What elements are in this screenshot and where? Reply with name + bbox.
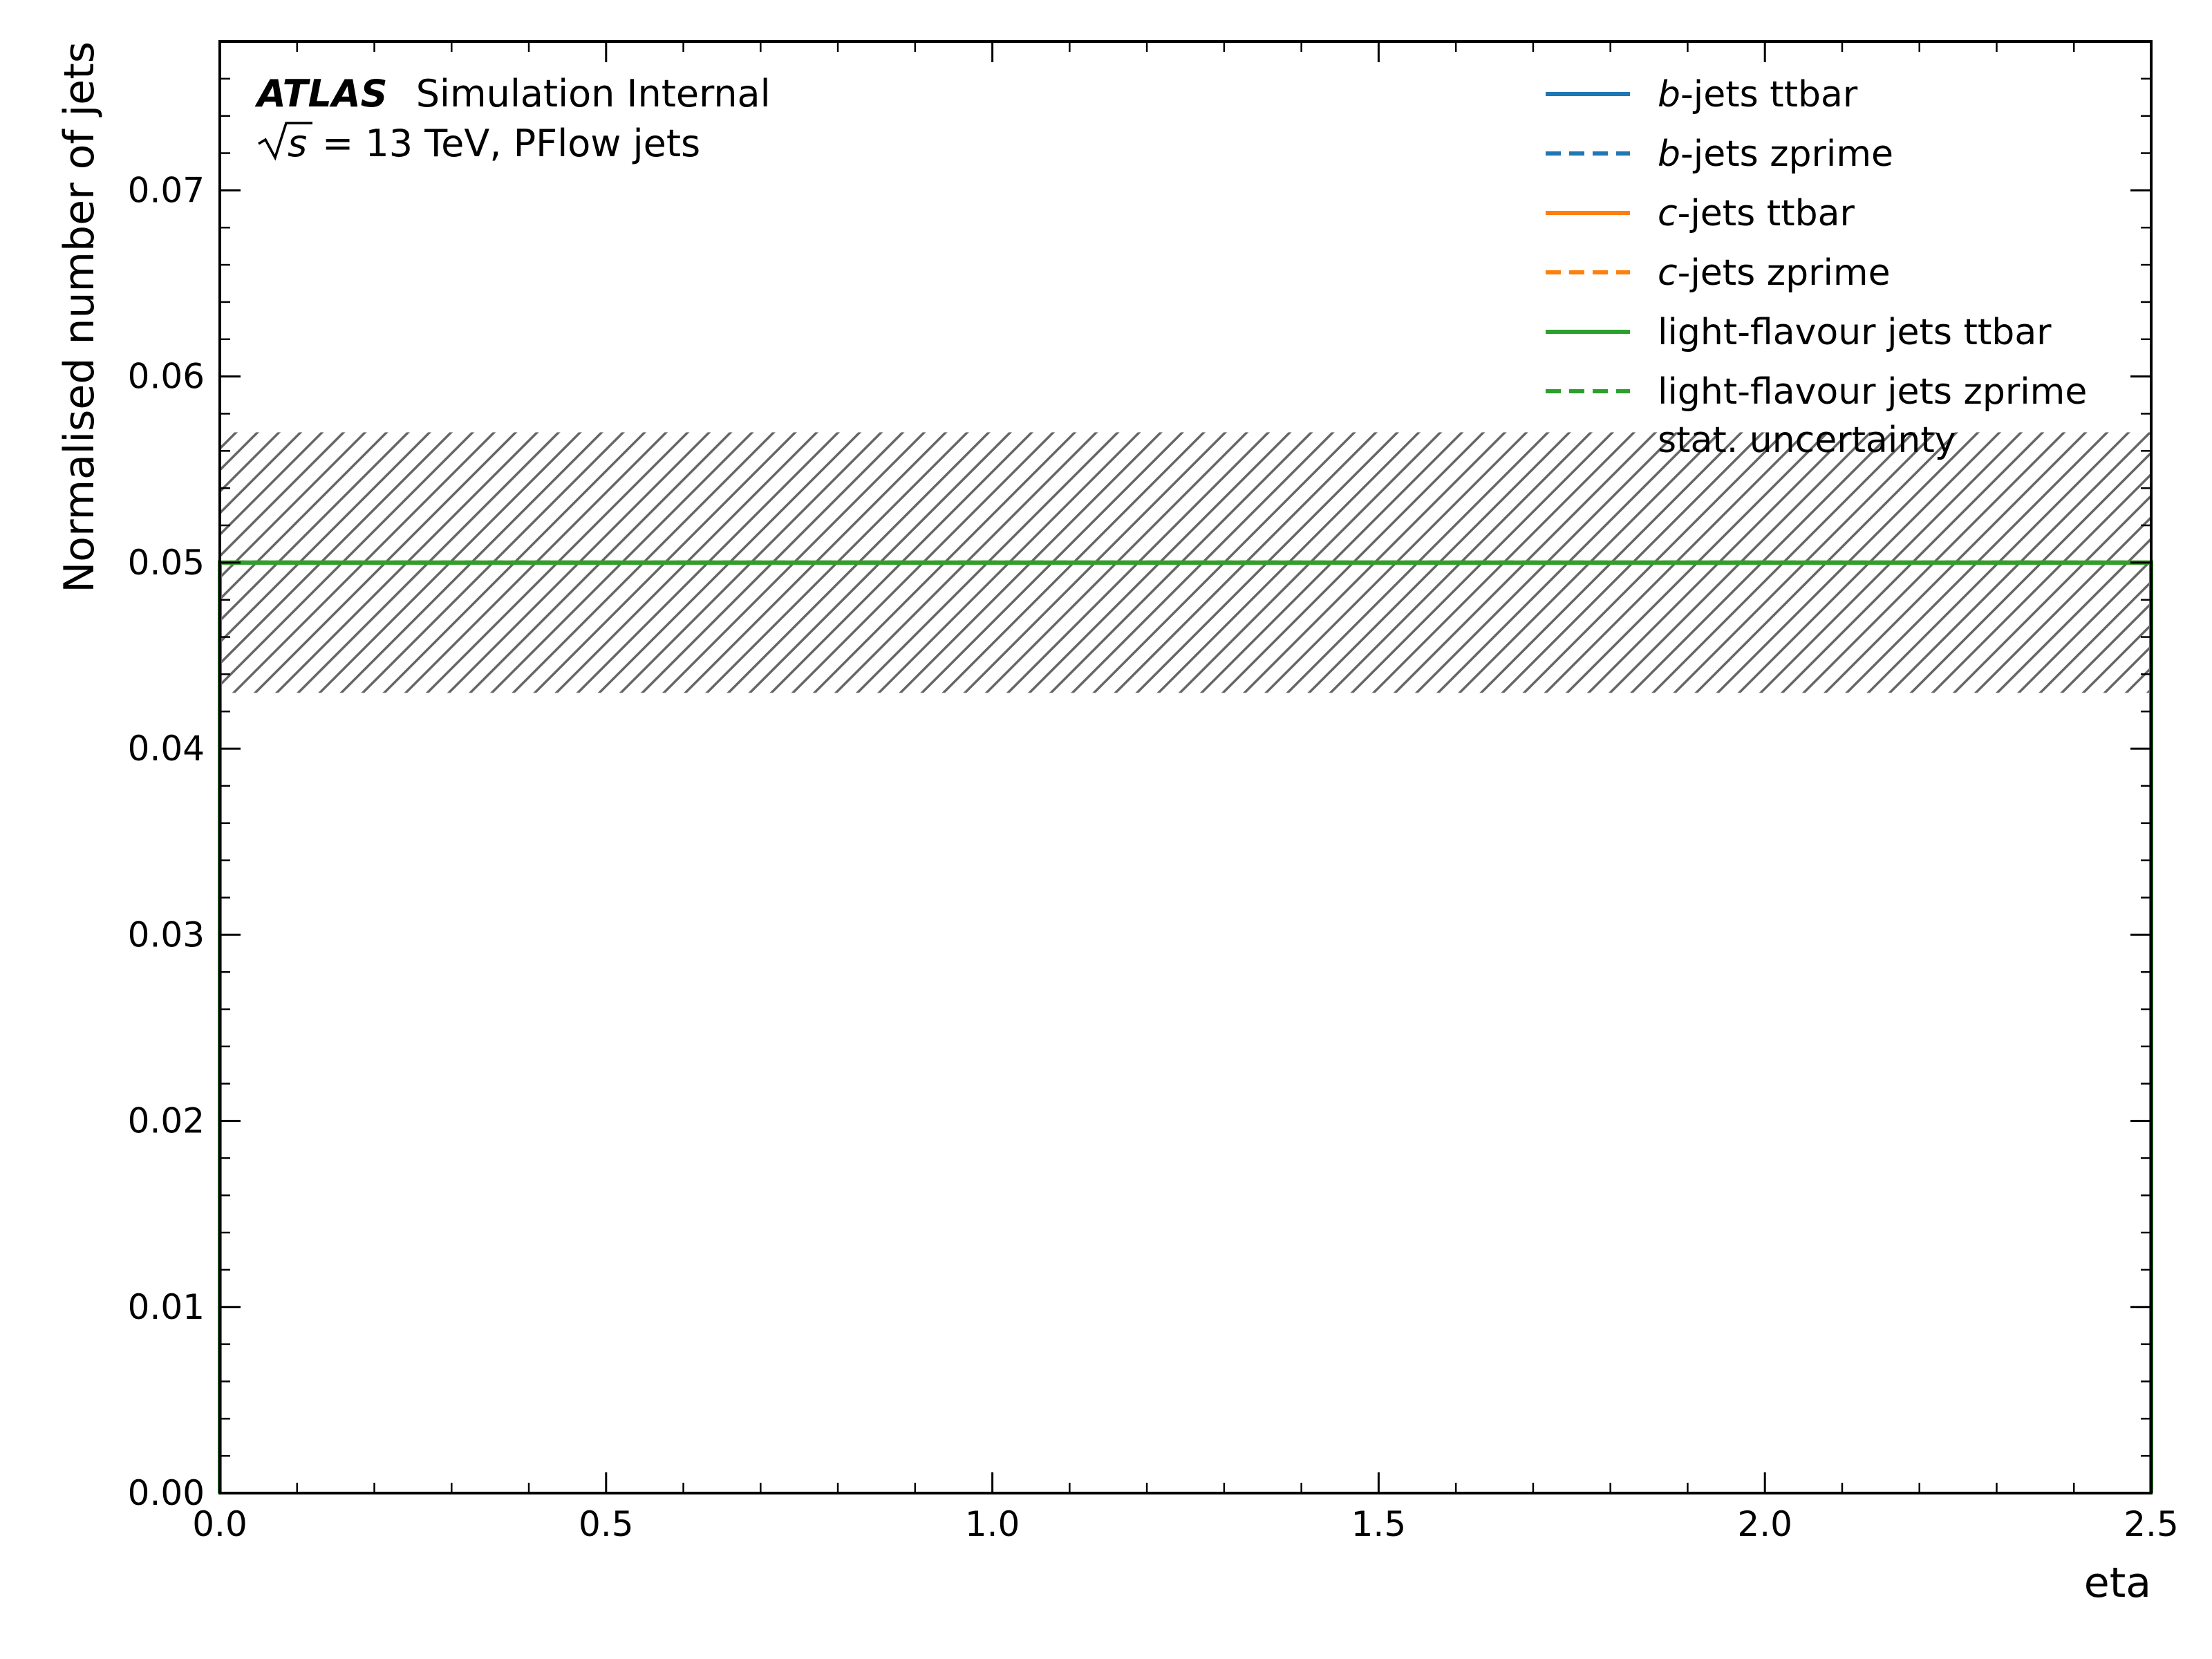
legend-entry-4: light-flavour jets ttbar [1658, 312, 2052, 353]
y-tick-label: 0.01 [128, 1287, 205, 1327]
y-tick-label: 0.02 [128, 1101, 205, 1141]
atlas-brand: ATLAS [254, 72, 388, 115]
x-tick-label: 2.5 [2124, 1504, 2179, 1544]
legend: b-jets ttbar b-jets zprime c-jets ttbar c-j… [1546, 74, 2087, 461]
energy-text: = 13 TeV, PFlow jets [322, 122, 700, 165]
x-axis-label: eta [2084, 1559, 2151, 1607]
legend-entry-2: c-jets ttbar [1658, 193, 1855, 234]
series-layer [218, 560, 2153, 1493]
series-line-5 [218, 560, 2153, 1493]
series-line-0 [218, 560, 2153, 1493]
y-tick-label: 0.04 [128, 729, 205, 769]
plot-frame [218, 40, 2153, 1494]
ticks-layer: 0.0 0.5 1.0 1.5 2.0 2.5 0.00 0.01 0.02 0.03 0.04 0.… [128, 41, 2179, 1544]
x-tick-label: 0.5 [579, 1504, 634, 1544]
y-tick-label: 0.05 [128, 543, 205, 583]
atlas-label: ATLAS Simulation Internal s = 13 TeV, PF… [254, 72, 771, 165]
y-tick-label: 0.07 [128, 170, 205, 210]
legend-entry-5: light-flavour jets zprime [1658, 371, 2087, 413]
sqrt-symbol [258, 122, 312, 161]
series-line-4 [218, 560, 2153, 1493]
svg-text:ATLAS Simulation Interna: ATLAS Simulation Internal [254, 72, 771, 115]
y-axis-label: Normalised number of jets [55, 41, 104, 593]
energy-sqrt-variable: s [288, 122, 307, 165]
y-tick-label: 0.06 [128, 357, 205, 397]
series-line-2 [218, 560, 2153, 1493]
legend-entry-1: b-jets zprime [1658, 133, 1893, 175]
x-tick-label: 1.0 [965, 1504, 1020, 1544]
legend-entry-uncertainty: stat. uncertainty [1658, 420, 1956, 461]
y-tick-label: 0.00 [128, 1473, 205, 1513]
x-tick-label: 2.0 [1737, 1504, 1792, 1544]
series-line-3 [218, 560, 2153, 1493]
x-tick-label: 0.0 [192, 1504, 247, 1544]
y-tick-label: 0.03 [128, 915, 205, 955]
atlas-sublabel: Simulation Internal [416, 72, 771, 115]
x-tick-label: 1.5 [1351, 1504, 1407, 1544]
legend-entry-3: c-jets zprime [1658, 252, 1891, 294]
legend-entry-0: b-jets ttbar [1658, 74, 1858, 115]
series-line-1 [218, 560, 2153, 1493]
energy-label: s = 13 TeV, PFlow jets [258, 122, 700, 165]
